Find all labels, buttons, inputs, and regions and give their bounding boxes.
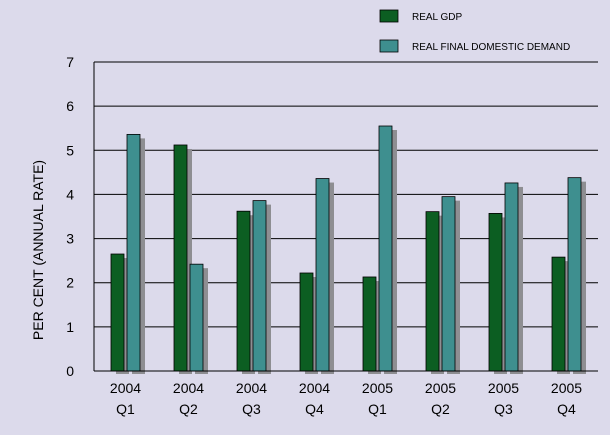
- bar-real-final-domestic-demand: [126, 133, 141, 372]
- bar-real-gdp: [110, 253, 125, 372]
- y-tick-label: 1: [66, 319, 74, 335]
- bar-real-final-domestic-demand: [378, 125, 393, 372]
- y-tick-label: 4: [66, 186, 74, 202]
- x-tick-label-year: 2004: [236, 380, 267, 396]
- bar-real-gdp: [173, 144, 188, 372]
- bars: [110, 125, 586, 374]
- x-tick-label-year: 2004: [173, 380, 204, 396]
- x-tick-label-quarter: Q3: [242, 401, 261, 417]
- bar-real-final-domestic-demand: [315, 178, 330, 372]
- x-tick-label-year: 2004: [299, 380, 330, 396]
- y-tick-label: 7: [66, 54, 74, 70]
- y-tick-label: 0: [66, 363, 74, 379]
- bar-real-gdp: [236, 210, 251, 372]
- axes: [93, 62, 598, 372]
- x-tick-label-year: 2005: [551, 380, 582, 396]
- bar-real-gdp: [299, 272, 314, 372]
- bar-real-final-domestic-demand: [441, 196, 456, 372]
- bar-real-gdp: [488, 213, 503, 372]
- x-tick-labels: 2004 Q1 2004 Q2 2004 Q3 2004 Q4 2005 Q1 2005 Q2 2005…: [110, 380, 582, 417]
- legend-label-real-final-domestic-demand: REAL FINAL DOMESTIC DEMAND: [412, 42, 570, 53]
- x-tick-label-year: 2005: [425, 380, 456, 396]
- legend-swatch-real-gdp: [379, 9, 399, 23]
- y-tick-label: 2: [66, 275, 74, 291]
- x-tick-label-quarter: Q2: [179, 401, 198, 417]
- y-tick-label: 5: [66, 142, 74, 158]
- x-tick-label-year: 2005: [362, 380, 393, 396]
- y-axis-label: PER CENT (ANNUAL RATE): [30, 160, 46, 340]
- x-tick-label-quarter: Q4: [557, 401, 576, 417]
- bar-real-final-domestic-demand: [567, 177, 582, 372]
- bar-real-final-domestic-demand: [189, 263, 204, 372]
- bar-real-gdp: [425, 211, 440, 372]
- x-tick-label-year: 2005: [488, 380, 519, 396]
- x-tick-label-quarter: Q1: [116, 401, 135, 417]
- legend-label-real-gdp: REAL GDP: [412, 12, 463, 23]
- x-tick-label-quarter: Q1: [368, 401, 387, 417]
- y-tick-label: 3: [66, 231, 74, 247]
- legend: REAL GDP REAL FINAL DOMESTIC DEMAND: [379, 9, 570, 53]
- x-tick-label-year: 2004: [110, 380, 141, 396]
- bar-real-final-domestic-demand: [252, 200, 267, 372]
- x-tick-label-quarter: Q3: [494, 401, 513, 417]
- legend-swatch-real-final-domestic-demand: [379, 39, 399, 53]
- bar-real-final-domestic-demand: [504, 182, 519, 372]
- x-tick-label-quarter: Q2: [431, 401, 450, 417]
- x-tick-label-quarter: Q4: [305, 401, 324, 417]
- y-tick-labels: 0 1 2 3 4 5 6 7: [66, 54, 74, 379]
- y-tick-label: 6: [66, 98, 74, 114]
- bar-real-gdp: [551, 256, 566, 372]
- bar-real-gdp: [362, 276, 377, 372]
